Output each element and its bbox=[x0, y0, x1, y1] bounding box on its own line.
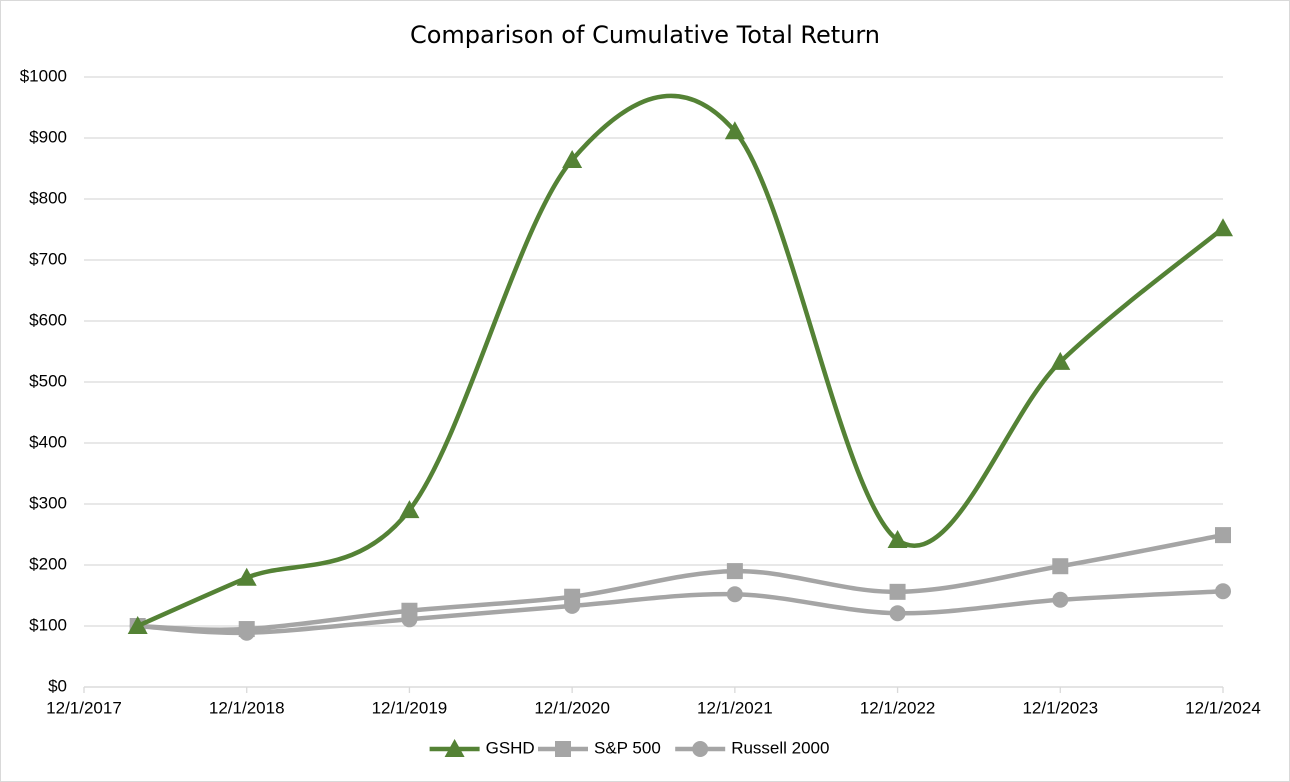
data-point bbox=[562, 149, 583, 168]
data-point bbox=[724, 121, 745, 140]
data-point bbox=[127, 616, 148, 634]
legend-marker bbox=[692, 741, 709, 757]
data-point bbox=[399, 500, 420, 519]
data-point bbox=[1052, 591, 1069, 608]
data-point bbox=[889, 583, 906, 600]
y-tick-label: $500 bbox=[29, 371, 67, 390]
x-tick-label: 12/1/2020 bbox=[534, 698, 610, 717]
legend-label: GSHD bbox=[486, 738, 535, 757]
data-point bbox=[1213, 218, 1233, 237]
legend-label: Russell 2000 bbox=[731, 738, 829, 757]
data-point bbox=[726, 563, 743, 580]
chart-title: Comparison of Cumulative Total Return bbox=[410, 21, 880, 49]
data-point bbox=[401, 602, 418, 619]
x-tick-label: 12/1/2023 bbox=[1022, 698, 1098, 717]
data-point bbox=[1052, 558, 1069, 575]
data-point bbox=[726, 586, 743, 603]
y-tick-label: $600 bbox=[29, 310, 67, 329]
data-point bbox=[1050, 351, 1071, 370]
data-point bbox=[564, 588, 581, 605]
y-tick-label: $100 bbox=[29, 615, 67, 634]
legend-label: S&P 500 bbox=[594, 738, 661, 757]
x-tick-label: 12/1/2018 bbox=[209, 698, 285, 717]
x-tick-label: 12/1/2019 bbox=[372, 698, 448, 717]
data-point bbox=[889, 605, 906, 622]
x-tick-label: 12/1/2022 bbox=[860, 698, 936, 717]
data-point bbox=[1215, 583, 1231, 600]
y-tick-label: $0 bbox=[48, 676, 67, 695]
data-point bbox=[1215, 527, 1231, 544]
y-tick-label: $300 bbox=[29, 493, 67, 512]
y-tick-label: $800 bbox=[29, 188, 67, 207]
data-point bbox=[238, 621, 255, 638]
y-tick-label: $900 bbox=[29, 127, 67, 146]
x-tick-label: 12/1/2021 bbox=[697, 698, 773, 717]
y-tick-label: $700 bbox=[29, 249, 67, 268]
x-tick-label: 12/1/2017 bbox=[46, 698, 122, 717]
y-tick-label: $200 bbox=[29, 554, 67, 573]
y-tick-label: $1000 bbox=[20, 66, 67, 85]
y-tick-label: $400 bbox=[29, 432, 67, 451]
data-point bbox=[887, 529, 908, 548]
legend-marker bbox=[444, 739, 465, 757]
legend-marker bbox=[555, 741, 571, 757]
x-tick-label: 12/1/2024 bbox=[1185, 698, 1261, 717]
series-line bbox=[137, 532, 1224, 633]
series-line bbox=[136, 93, 1225, 629]
series-line bbox=[137, 588, 1224, 636]
data-point bbox=[236, 567, 257, 586]
